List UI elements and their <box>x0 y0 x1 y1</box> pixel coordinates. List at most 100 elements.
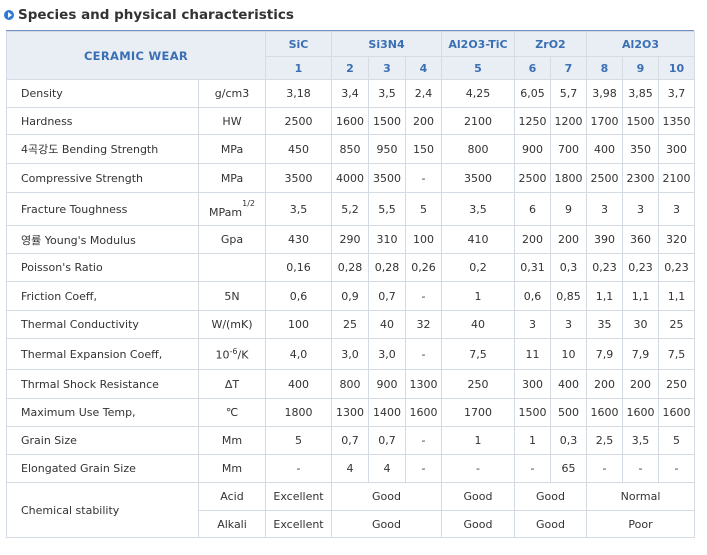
value-cell: 35 <box>586 310 623 339</box>
table-row: Grain Size Mm 5 0,7 0,7-1 1 0,3 2,5 3,5 5 <box>6 426 696 455</box>
value-cell: 850 <box>331 134 369 164</box>
table-body: Density g/cm3 3,18 3,4 3,5 2,4 4,25 6,05 5,7 3,98… <box>6 79 696 538</box>
value-cell: 300 <box>657 134 696 164</box>
value-cell: 0,6 <box>265 281 332 311</box>
value-cell: - <box>514 454 551 483</box>
value-cell: 1500 <box>368 107 406 135</box>
stability-cell: Good <box>331 482 442 511</box>
value-cell: 2100 <box>441 107 515 135</box>
value-cell: 3,98 <box>586 79 623 108</box>
value-cell: 450 <box>265 134 332 164</box>
value-cell: 400 <box>550 369 587 399</box>
value-cell: 6 <box>514 192 551 226</box>
property-label: Density <box>6 79 199 108</box>
stability-cell: Poor <box>585 510 696 538</box>
stability-cell: Good <box>441 482 515 511</box>
property-label: Chemical stability <box>6 482 199 538</box>
header-number: 8 <box>586 56 623 80</box>
unit-suffix: /K <box>237 348 249 362</box>
value-cell: 3 <box>657 192 696 226</box>
value-cell: 1 <box>441 426 515 455</box>
value-cell: 950 <box>368 134 406 164</box>
property-unit: Mm <box>198 454 266 483</box>
value-cell: 1600 <box>331 107 369 135</box>
value-cell: 1300 <box>331 398 369 427</box>
table-row: Chemical stability Acid Excellent Good Good G… <box>6 482 696 538</box>
header-group: ZrO2 <box>514 31 587 57</box>
value-cell: 100 <box>405 225 442 254</box>
value-cell: 2,5 <box>586 426 623 455</box>
value-cell: 3500 <box>368 163 406 193</box>
value-cell: 1,1 <box>622 281 659 311</box>
value-cell: 3,5 <box>622 426 659 455</box>
value-cell: 9 <box>550 192 587 226</box>
value-cell: 0,23 <box>657 253 696 282</box>
value-cell: 0,3 <box>550 426 587 455</box>
header-group: SiC <box>265 31 332 57</box>
header-number: 7 <box>550 56 587 80</box>
table-row: Poisson's Ratio 0,16 0,28 0,28 0,26 0,2 0,31 0,… <box>6 253 696 282</box>
value-cell: 0,2 <box>441 253 515 282</box>
value-cell: - <box>586 454 623 483</box>
value-cell: 4 <box>331 454 369 483</box>
property-label: Fracture Toughness <box>6 192 199 226</box>
chemical-condition: Alkali <box>198 510 266 538</box>
stability-cell: Good <box>514 510 587 538</box>
header-number: 6 <box>514 56 551 80</box>
property-unit: HW <box>198 107 266 135</box>
value-cell: 3 <box>622 192 659 226</box>
characteristics-table: CERAMIC WEAR SiC Si3N4 Al2O3-TiC ZrO2 Al2O3 1 2… <box>6 31 696 538</box>
value-cell: 200 <box>405 107 442 135</box>
value-cell: 200 <box>622 369 659 399</box>
property-label: Thrmal Shock Resistance <box>6 369 199 399</box>
table-row: Thermal Expansion Coeff, 10-6/K 4,0 3,0 3,0-… <box>6 338 696 370</box>
value-cell: 5 <box>265 426 332 455</box>
section-title-text: Species and physical characteristics <box>18 7 294 23</box>
value-cell: 1 <box>514 426 551 455</box>
table-row: Compressive Strength MPa 3500 4000 3500-3500… <box>6 163 696 193</box>
value-cell: 800 <box>331 369 369 399</box>
value-cell: 3,7 <box>657 79 696 108</box>
value-cell: 0,3 <box>550 253 587 282</box>
header-number: 2 <box>331 56 369 80</box>
value-cell: 4000 <box>331 163 369 193</box>
value-cell: 0,7 <box>368 281 406 311</box>
value-cell: 5,2 <box>331 192 369 226</box>
value-cell: 700 <box>550 134 587 164</box>
table-row: Hardness HW 2500 1600 1500 200 2100 1250 1200 170… <box>6 107 696 135</box>
value-cell: - <box>405 281 442 311</box>
value-cell: 400 <box>586 134 623 164</box>
value-cell: 1600 <box>657 398 696 427</box>
value-cell: 40 <box>441 310 515 339</box>
value-cell: 3 <box>514 310 551 339</box>
value-cell: - <box>622 454 659 483</box>
value-cell: 3,4 <box>331 79 369 108</box>
value-cell: 4,25 <box>441 79 515 108</box>
value-cell: 1800 <box>265 398 332 427</box>
header-number: 10 <box>657 56 696 80</box>
value-cell: 1700 <box>441 398 515 427</box>
value-cell: 4 <box>368 454 406 483</box>
value-cell: 200 <box>550 225 587 254</box>
value-cell: 200 <box>586 369 623 399</box>
value-cell: 900 <box>514 134 551 164</box>
property-unit: W/(mK) <box>198 310 266 339</box>
value-cell: 1,1 <box>586 281 623 311</box>
value-cell: 1,1 <box>657 281 696 311</box>
table-row: Thermal Conductivity W/(mK) 100 25 40 32 40 3 3 3… <box>6 310 696 339</box>
value-cell: 290 <box>331 225 369 254</box>
property-unit: MPa <box>198 163 266 193</box>
value-cell: 6,05 <box>514 79 551 108</box>
property-label: Maximum Use Temp, <box>6 398 199 427</box>
value-cell: 1500 <box>622 107 659 135</box>
value-cell: 1250 <box>514 107 551 135</box>
value-cell: 1800 <box>550 163 587 193</box>
value-cell: 400 <box>265 369 332 399</box>
value-cell: 0,31 <box>514 253 551 282</box>
value-cell: 1600 <box>586 398 623 427</box>
table-row: Density g/cm3 3,18 3,4 3,5 2,4 4,25 6,05 5,7 3,98… <box>6 79 696 108</box>
value-cell: 3500 <box>441 163 515 193</box>
value-cell: 1400 <box>368 398 406 427</box>
value-cell: 3,5 <box>368 79 406 108</box>
value-cell: 0,6 <box>514 281 551 311</box>
